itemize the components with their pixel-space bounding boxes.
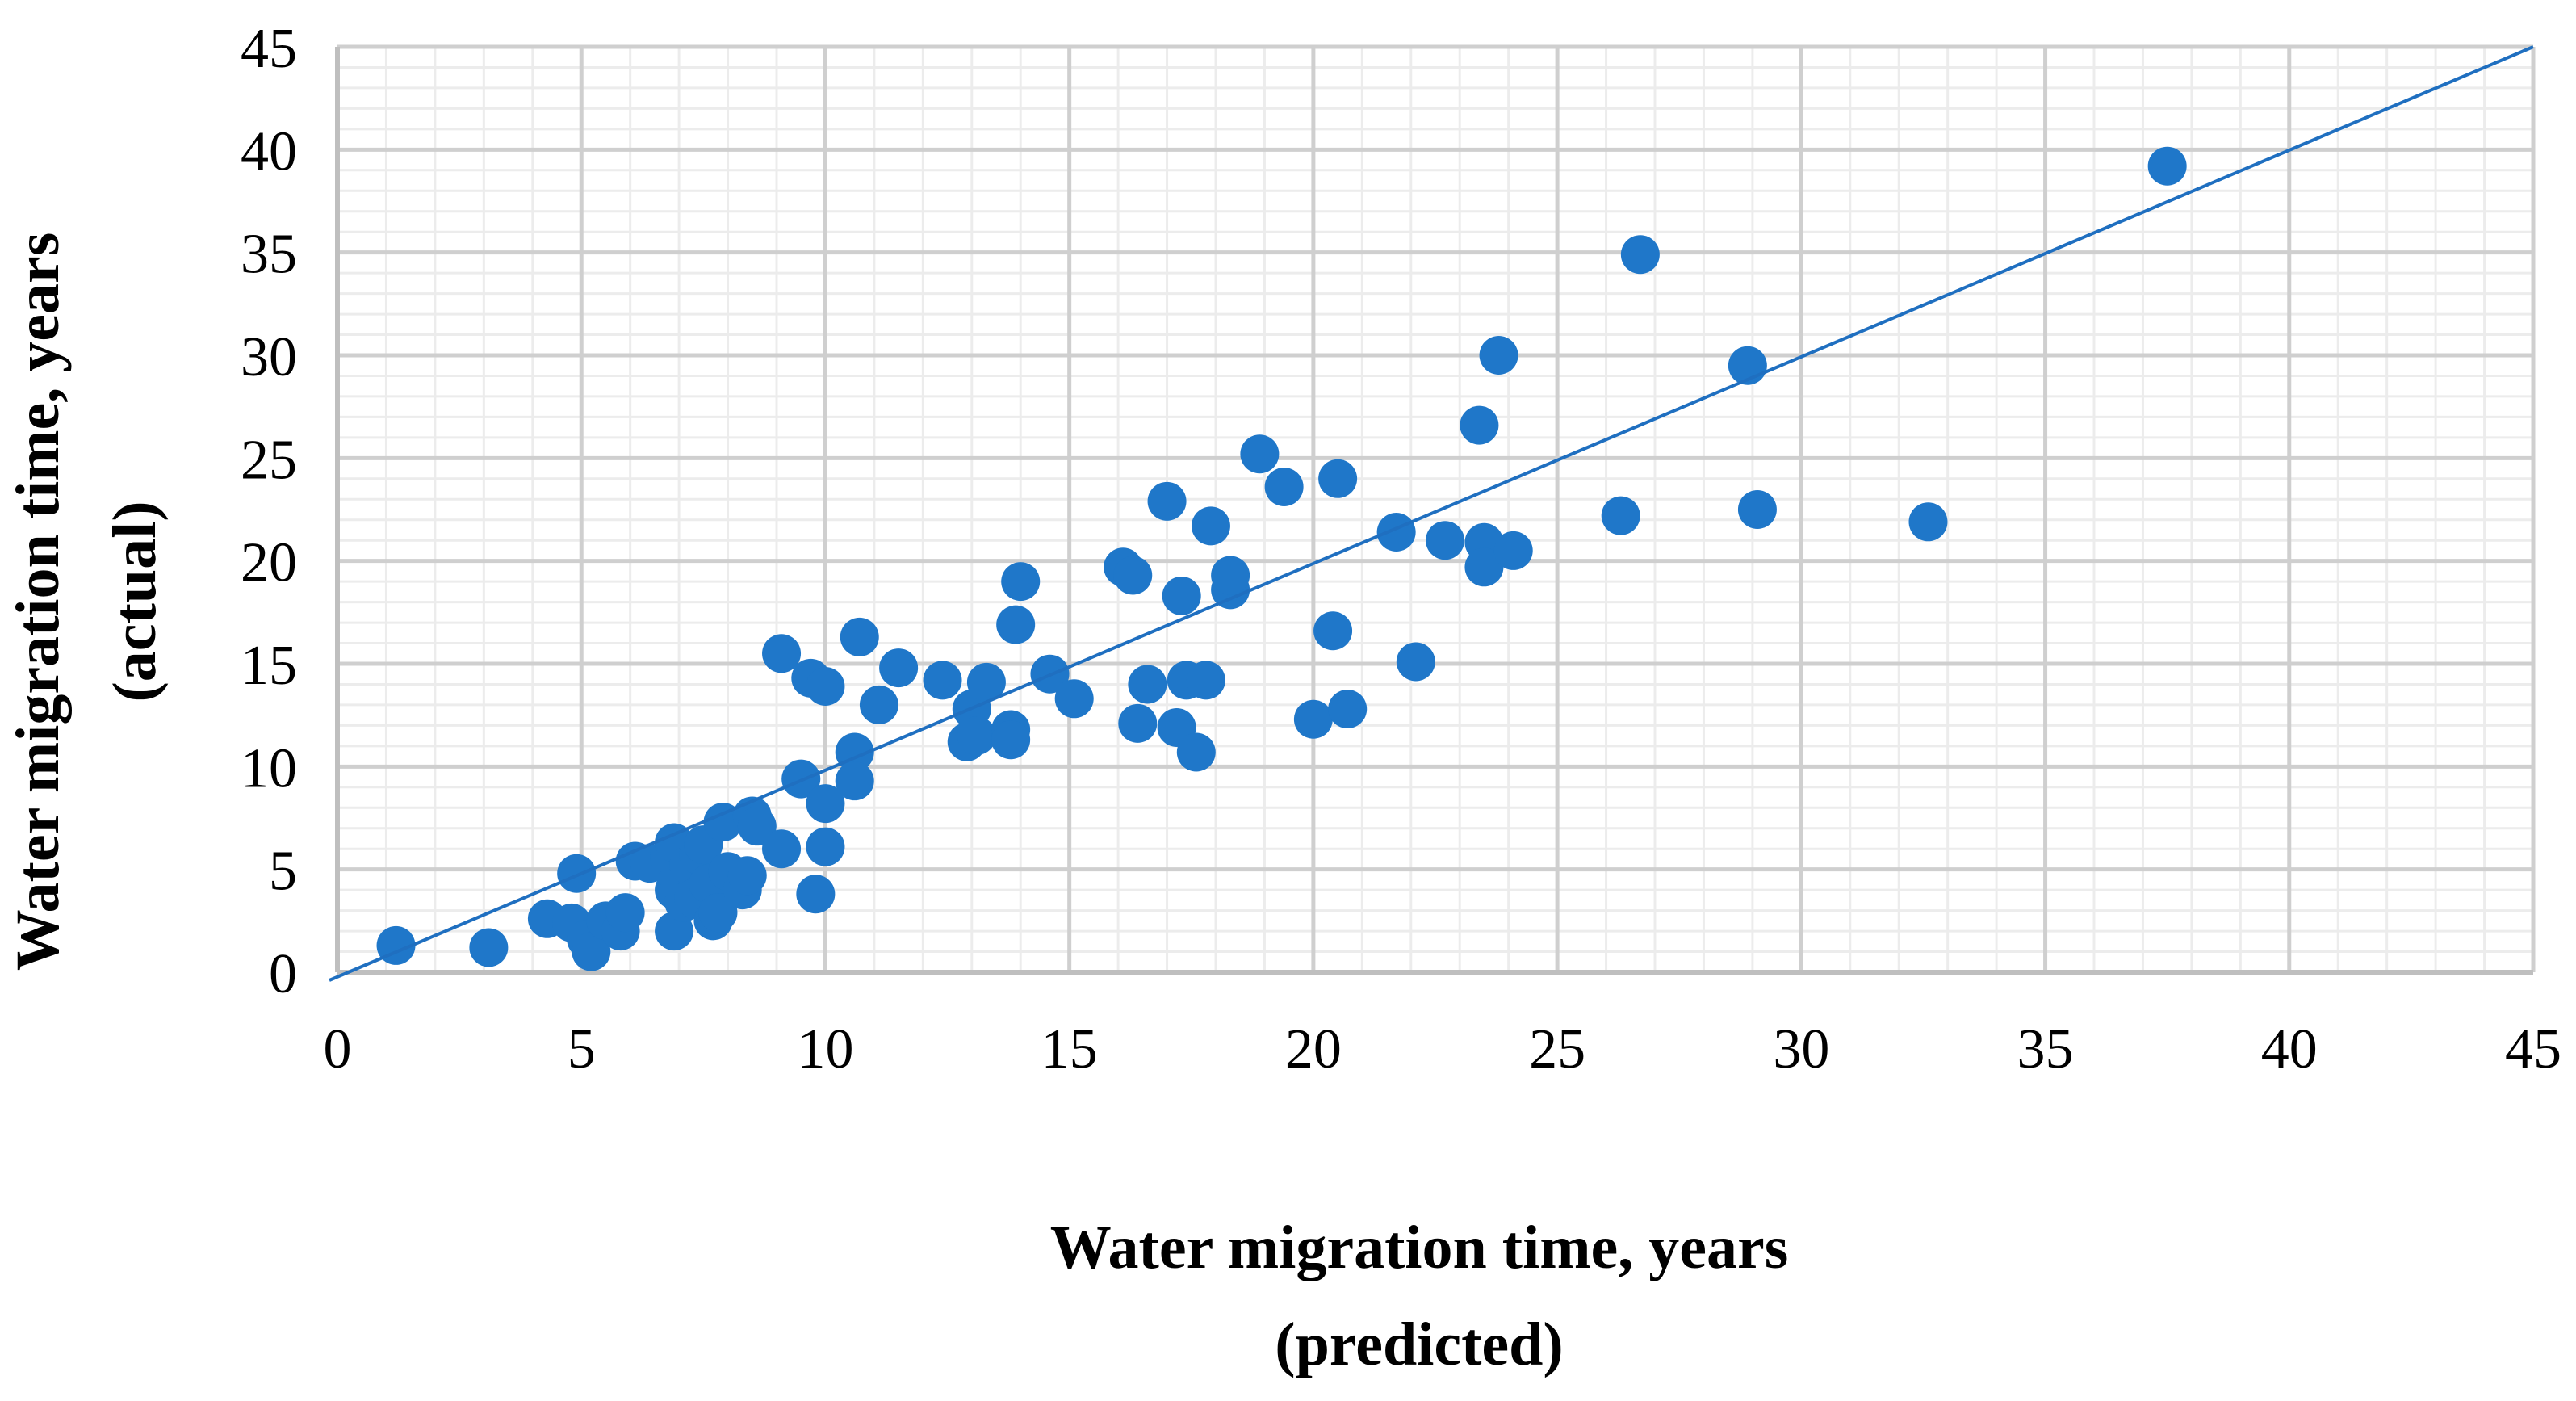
data-point <box>557 854 597 893</box>
data-point <box>859 685 898 724</box>
y-tick-label: 20 <box>241 532 297 594</box>
data-point <box>1186 661 1225 700</box>
y-tick-label: 30 <box>241 326 297 388</box>
data-point <box>1191 506 1230 546</box>
data-point <box>762 829 802 869</box>
data-point <box>879 648 919 688</box>
y-tick-label: 40 <box>241 120 297 182</box>
data-point <box>806 667 845 707</box>
data-point <box>1240 434 1280 474</box>
x-tick-label: 45 <box>2505 1018 2561 1080</box>
data-point <box>1176 732 1216 772</box>
data-point <box>835 761 874 801</box>
data-point <box>1001 562 1041 602</box>
data-point <box>1908 502 1948 542</box>
x-tick-label: 5 <box>568 1018 596 1080</box>
x-tick-label: 0 <box>324 1018 352 1080</box>
data-point <box>957 716 996 756</box>
x-axis-title-line-1: Water migration time, years <box>1050 1214 1789 1281</box>
data-point <box>2147 146 2187 186</box>
data-points <box>376 146 2187 971</box>
x-tick-label: 20 <box>1285 1018 1342 1080</box>
data-point <box>1162 576 1201 615</box>
data-point <box>469 928 509 967</box>
y-axis-title-line-2: (actual) <box>101 501 169 702</box>
data-point <box>605 893 645 933</box>
y-tick-label: 45 <box>241 18 297 80</box>
x-tick-label: 40 <box>2261 1018 2318 1080</box>
data-point <box>727 856 767 896</box>
data-point <box>1293 699 1333 739</box>
minor-gridlines <box>337 47 2533 972</box>
y-axis-title-line-1: Water migration time, years <box>4 233 72 971</box>
x-tick-label: 35 <box>2017 1018 2074 1080</box>
data-point <box>991 720 1031 760</box>
y-tick-label: 15 <box>241 635 297 697</box>
y-tick-label: 0 <box>269 943 297 1005</box>
data-point <box>1128 665 1167 704</box>
y-tick-label: 5 <box>269 841 297 903</box>
data-point <box>806 784 845 824</box>
y-tick-label: 35 <box>241 224 297 286</box>
x-axis-tick-labels: 0 5 10 15 20 25 30 35 40 45 <box>324 1018 2562 1080</box>
x-axis-title-line-2: (predicted) <box>1275 1311 1563 1378</box>
data-point <box>737 807 777 846</box>
y-axis-tick-labels: 0 5 10 15 20 25 30 35 40 45 <box>241 18 297 1005</box>
reference-line-y-equals-x <box>329 45 2534 982</box>
data-point <box>1113 556 1153 595</box>
data-point <box>1376 513 1416 552</box>
data-point <box>572 932 611 971</box>
x-tick-label: 30 <box>1773 1018 1829 1080</box>
y-tick-label: 25 <box>241 429 297 491</box>
x-tick-label: 15 <box>1041 1018 1098 1080</box>
data-point <box>1464 547 1504 587</box>
data-point <box>1211 556 1250 595</box>
data-point <box>796 875 836 914</box>
data-point <box>1479 336 1518 375</box>
data-point <box>996 605 1036 644</box>
data-point <box>1318 459 1358 498</box>
data-point <box>923 661 962 700</box>
data-point <box>1426 521 1465 560</box>
y-tick-label: 10 <box>241 737 297 799</box>
data-point <box>1396 642 1435 682</box>
data-point <box>1493 531 1533 570</box>
x-tick-label: 10 <box>797 1018 853 1080</box>
data-point <box>1147 481 1187 521</box>
data-point <box>1737 490 1777 529</box>
data-point <box>762 634 802 673</box>
data-point <box>1620 235 1660 275</box>
data-point <box>966 662 1006 702</box>
x-tick-label: 25 <box>1529 1018 1585 1080</box>
data-point <box>1054 679 1094 719</box>
data-point <box>1328 690 1368 729</box>
data-point <box>1313 611 1353 651</box>
data-point <box>698 893 738 933</box>
data-point <box>1601 496 1640 535</box>
data-point <box>703 803 743 842</box>
data-point <box>840 617 879 656</box>
data-point <box>1460 405 1499 445</box>
data-point <box>1118 703 1158 743</box>
data-point <box>806 827 845 866</box>
data-point <box>1264 467 1304 506</box>
